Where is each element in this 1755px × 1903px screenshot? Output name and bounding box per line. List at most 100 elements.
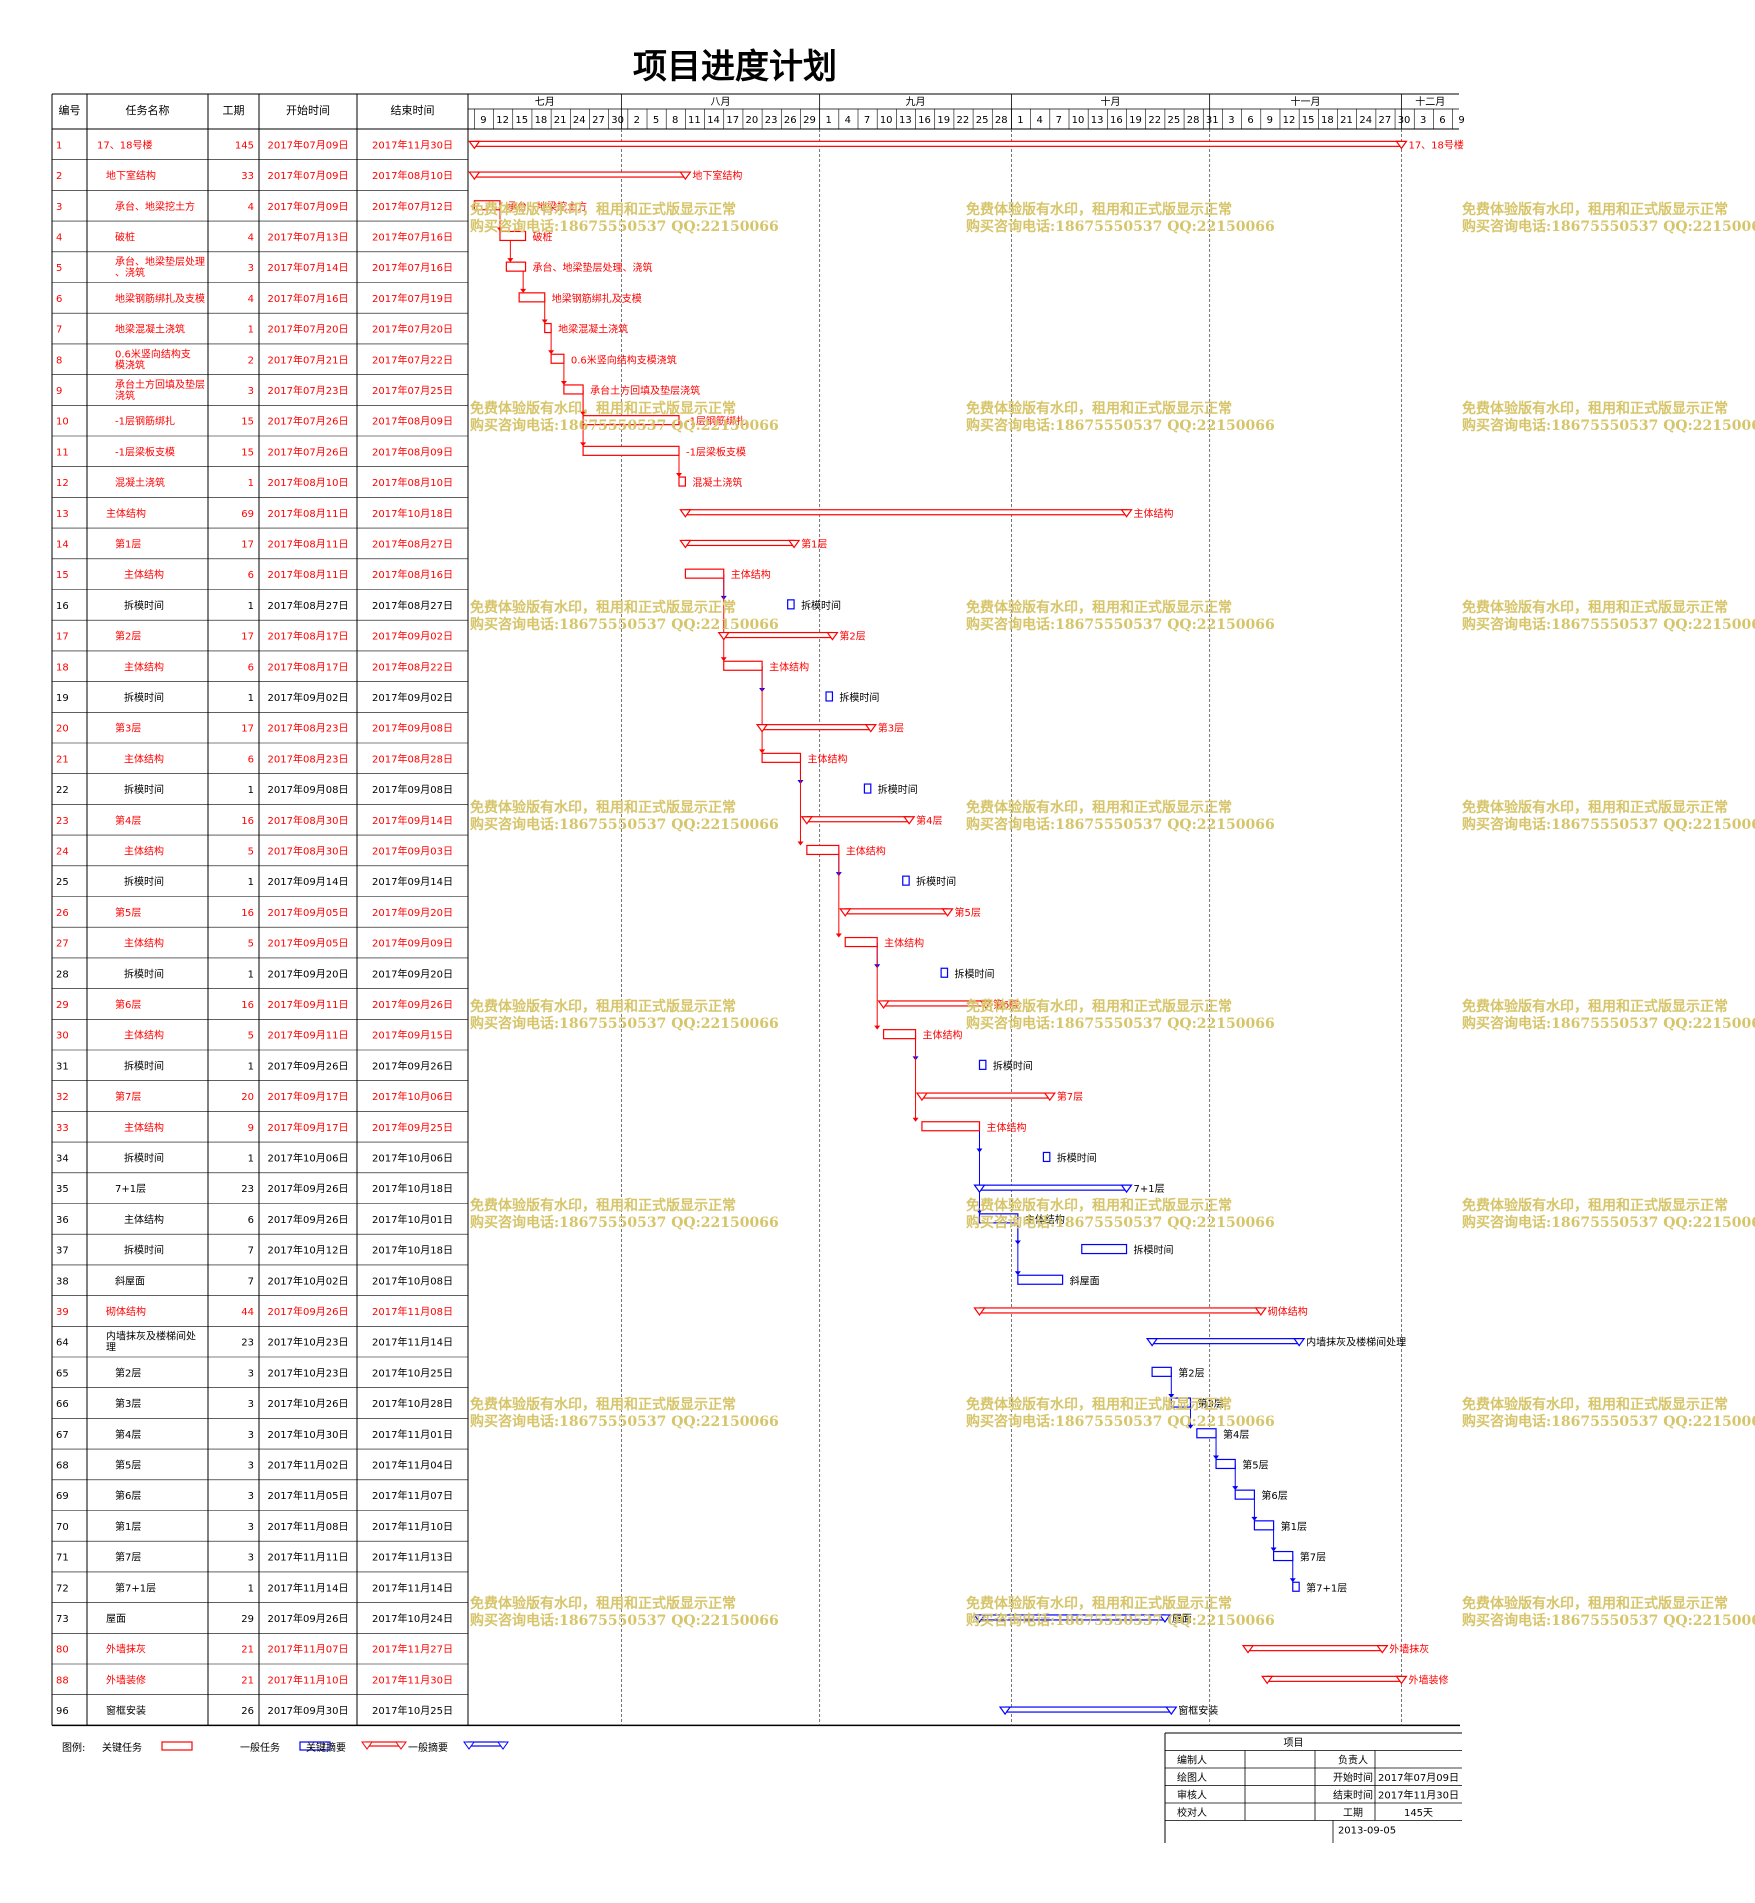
task-name: 第4层	[115, 814, 141, 827]
task-bar	[902, 875, 910, 886]
task-id: 21	[56, 754, 69, 765]
task-id: 19	[56, 693, 69, 704]
bar-label: 第7+1层	[1306, 1581, 1347, 1594]
task-name: 第6层	[115, 998, 141, 1011]
watermark-line2: 购买咨询电话:18675550537 QQ:22150066	[470, 1214, 779, 1231]
task-end: 2017年08月10日	[372, 169, 453, 182]
task-bar	[499, 230, 527, 242]
summary-bar	[844, 908, 949, 915]
dependency-arrow	[1213, 1455, 1220, 1460]
task-start: 2017年11月07日	[268, 1643, 349, 1656]
task-end: 2017年11月07日	[372, 1489, 453, 1502]
task-start: 2017年09月26日	[268, 1182, 349, 1195]
task-start: 2017年08月11日	[268, 568, 349, 581]
task-bar	[563, 384, 584, 395]
task-id: 65	[56, 1368, 69, 1379]
task-bar	[1215, 1458, 1236, 1470]
task-bar	[761, 752, 802, 763]
watermark-line2: 购买咨询电话:18675550537 QQ:22150066	[470, 1612, 779, 1629]
task-duration: 15	[241, 447, 254, 458]
chart-title: 项目进度计划	[633, 47, 837, 87]
summary-bar	[1151, 1338, 1300, 1345]
watermark-line1: 免费体验版有水印，租用和正式版显示正常	[470, 1197, 736, 1214]
info-value: 2017年11月30日	[1378, 1789, 1459, 1802]
task-end: 2017年09月14日	[372, 814, 453, 827]
bar-label: 第7层	[1057, 1090, 1083, 1103]
watermark-line1: 免费体验版有水印，租用和正式版显示正常	[1462, 1197, 1728, 1214]
task-id: 14	[56, 539, 69, 550]
task-name: 拆模时间	[124, 691, 164, 704]
task-id: 67	[56, 1430, 69, 1441]
watermark-line2: 购买咨询电话:18675550537 QQ:22150066	[966, 218, 1275, 235]
bar-label: 承台、地梁挖土方	[507, 200, 587, 213]
day-label: 26	[784, 115, 797, 126]
task-duration: 29	[241, 1614, 254, 1625]
summary-start-marker	[755, 724, 769, 733]
watermark-line2: 购买咨询电话:18675550537 QQ:22150066	[1462, 218, 1755, 235]
dependency-arrow	[874, 1025, 881, 1030]
column-header: 结束时间	[391, 104, 435, 117]
watermark-line1: 免费体验版有水印，租用和正式版显示正常	[966, 201, 1232, 218]
bar-label: 第4层	[916, 814, 942, 827]
task-name: 拆模时间	[124, 1059, 164, 1072]
day-label: 9	[1458, 115, 1464, 126]
watermark-line1: 免费体验版有水印，租用和正式版显示正常	[966, 1396, 1232, 1413]
task-start: 2017年08月23日	[268, 752, 349, 765]
legend-swatch	[299, 1741, 331, 1751]
dependency-arrow	[835, 933, 842, 938]
task-name: 承台、地梁挖土方	[115, 200, 195, 213]
task-bar	[582, 415, 680, 426]
task-name: 屋面	[106, 1613, 126, 1625]
month-label: 九月	[906, 96, 926, 108]
day-label: 16	[1110, 115, 1123, 126]
task-id: 5	[56, 263, 62, 274]
task-end: 2017年09月09日	[372, 937, 453, 950]
summary-bar	[684, 509, 1128, 516]
task-end: 2017年09月02日	[372, 691, 453, 704]
column-header: 任务名称	[126, 103, 170, 117]
task-duration: 6	[248, 1215, 254, 1226]
task-start: 2017年11月11日	[268, 1551, 349, 1564]
day-label: 6	[1439, 115, 1445, 126]
task-start: 2017年07月09日	[268, 169, 349, 182]
bar-label: 承台土方回填及垫层浇筑	[590, 384, 700, 397]
watermark-line2: 购买咨询电话:18675550537 QQ:22150066	[1462, 816, 1755, 833]
bar-label: 地下室结构	[692, 169, 742, 182]
task-start: 2017年07月14日	[268, 261, 349, 274]
bar-label: 第4层	[1223, 1428, 1249, 1441]
task-id: 1	[56, 140, 62, 151]
task-name: 外墙抹灰	[106, 1643, 146, 1656]
task-id: 3	[56, 202, 62, 213]
bar-label: 外墙装修	[1408, 1673, 1448, 1686]
task-id: 35	[56, 1184, 69, 1195]
task-duration: 1	[248, 969, 254, 980]
task-name: 斜屋面	[115, 1274, 145, 1287]
day-label: 27	[1379, 115, 1392, 126]
task-bar	[544, 322, 552, 334]
summary-start-marker	[973, 1307, 986, 1316]
day-label: 12	[1283, 115, 1296, 126]
summary-bar	[1247, 1645, 1383, 1652]
watermark-line2: 购买咨询电话:18675550537 QQ:22150066	[1462, 1015, 1755, 1032]
day-label: 4	[1036, 115, 1042, 126]
watermark-line2: 购买咨询电话:18675550537 QQ:22150066	[1462, 417, 1755, 434]
bar-label: 拆模时间	[955, 967, 995, 980]
bar-label: 混凝土浇筑	[692, 476, 742, 489]
task-id: 22	[56, 785, 69, 796]
task-name: 混凝土浇筑	[115, 476, 165, 489]
bar-label: 第5层	[955, 906, 981, 919]
day-label: 24	[573, 115, 586, 126]
task-start: 2017年09月05日	[268, 906, 349, 919]
task-end: 2017年08月28日	[372, 752, 453, 765]
task-end: 2017年09月08日	[372, 722, 453, 735]
task-duration: 3	[248, 263, 254, 274]
dependency-arrow	[720, 657, 727, 662]
task-name: 第2层	[115, 630, 141, 643]
gantt-bars: 17、18号楼地下室结构承台、地梁挖土方破桩承台、地梁垫层处理、浇筑地梁钢筋绑扎…	[468, 138, 1464, 1717]
task-end: 2017年10月08日	[372, 1274, 453, 1287]
task-id: 29	[56, 1000, 69, 1011]
task-duration: 5	[248, 1031, 254, 1042]
task-id: 38	[56, 1276, 69, 1287]
summary-bar	[1004, 1706, 1172, 1713]
